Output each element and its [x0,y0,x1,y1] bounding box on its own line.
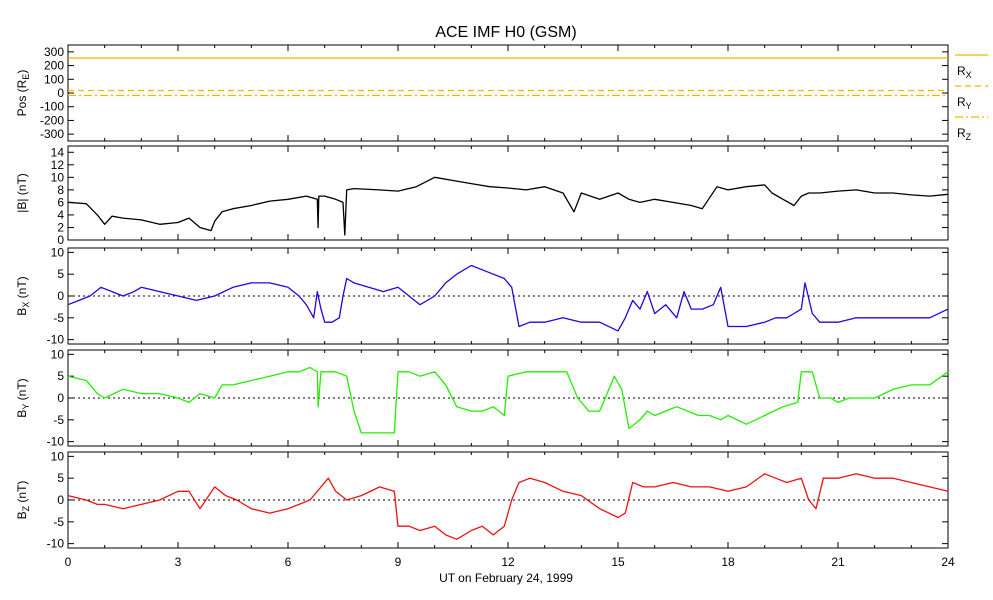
y-tick-label: 6 [57,195,64,209]
panel-bz: 10 5 0 -5 -10 BZ (nT) [15,449,949,551]
y-axis-label-bmag: |B| (nT) [15,173,29,213]
y-tick-label: -10 [47,435,65,449]
panel-by: 10 5 0 -5 -10 BY (nT) [15,347,949,449]
position-legend: RX RY RZ [955,54,988,142]
y-tick-label: -5 [53,311,64,325]
y-tick-label: 0 [57,86,64,100]
series-line-bz [67,473,949,540]
y-tick-label: -300 [40,127,64,141]
x-tick-label: 24 [941,555,955,569]
panel-bx: 10 5 0 -5 -10 BX (nT) [15,245,949,347]
y-tick-label: -5 [53,413,64,427]
x-axis: 0 3 6 9 12 15 18 21 24 [65,555,955,569]
x-tick-label: 0 [65,555,72,569]
y-tick-label: 0 [57,289,64,303]
y-tick-label: 5 [57,471,64,485]
y-tick-label: -200 [40,113,64,127]
y-tick-label: 10 [51,347,65,361]
y-tick-label: 0 [57,391,64,405]
panel-frame-pos [67,44,949,142]
y-axis-label-bz: BZ (nT) [15,481,31,520]
y-tick-label: -10 [47,537,65,551]
series-line-by [67,366,949,434]
y-tick-label: 10 [51,170,65,184]
y-tick-label: 200 [44,59,64,73]
x-tick-label: 15 [611,555,625,569]
y-tick-label: 300 [44,45,64,59]
x-tick-label: 12 [501,555,515,569]
x-tick-label: 9 [395,555,402,569]
y-tick-label: 10 [51,449,65,463]
y-tick-label: -5 [53,515,64,529]
legend-label-rx: RX [957,64,972,80]
y-tick-label: 14 [51,145,65,159]
y-tick-label: 10 [51,245,65,259]
series-line-bx [67,264,949,332]
y-axis-label-pos: Pos (RE) [15,70,31,117]
y-tick-label: 12 [51,158,65,172]
x-tick-label: 21 [831,555,845,569]
x-tick-label: 18 [721,555,735,569]
y-axis-label-bx: BX (nT) [15,276,31,315]
y-tick-label: 2 [57,220,64,234]
y-tick-label: 5 [57,369,64,383]
x-tick-label: 3 [175,555,182,569]
y-tick-label: 4 [57,208,64,222]
x-axis-label: UT on February 24, 1999 [439,571,573,585]
y-tick-label: 100 [44,72,64,86]
legend-label-rz: RZ [957,126,972,142]
y-tick-label: 0 [57,233,64,247]
legend-label-ry: RY [957,95,972,111]
y-tick-label: -100 [40,100,64,114]
y-tick-label: 0 [57,493,64,507]
y-axis-label-by: BY (nT) [15,378,31,417]
y-tick-label: 8 [57,183,64,197]
series-line-b [67,176,949,236]
y-tick-label: 5 [57,267,64,281]
x-tick-label: 6 [285,555,292,569]
y-tick-label: -10 [47,333,65,347]
chart-title: ACE IMF H0 (GSM) [435,24,576,41]
